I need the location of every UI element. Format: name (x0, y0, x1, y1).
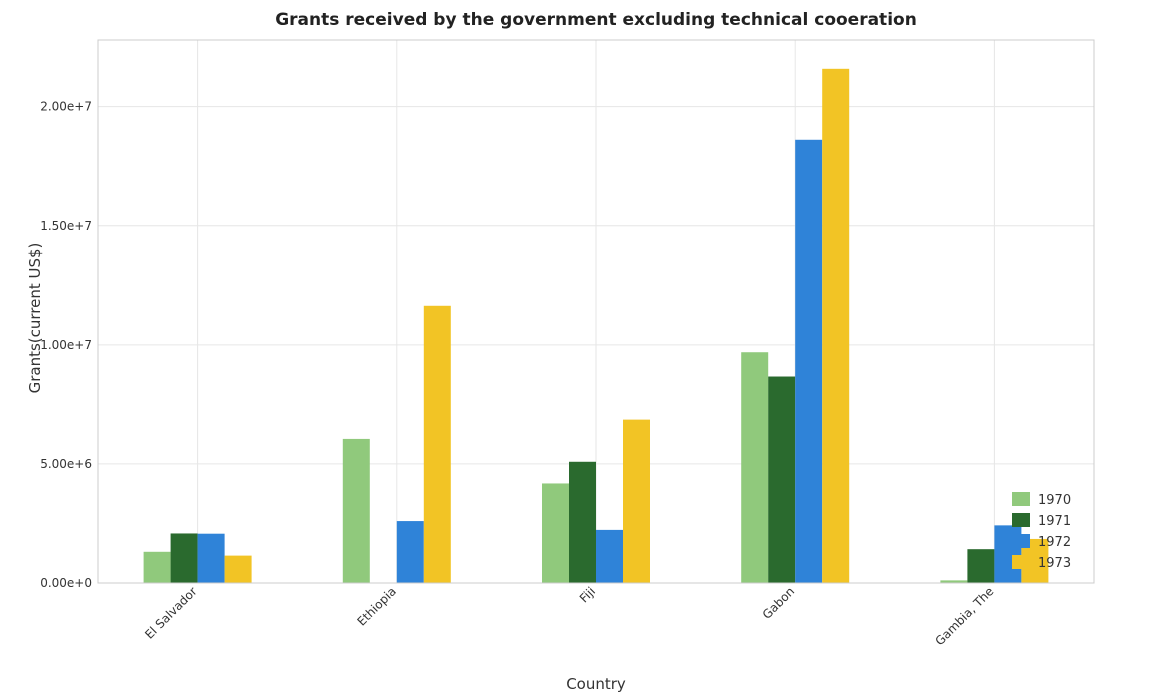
legend-label: 1970 (1038, 493, 1071, 508)
x-tick-label: Gambia, The (932, 584, 996, 648)
bar-1971-4 (967, 549, 995, 583)
bar-1971-2 (569, 461, 596, 583)
plot-frame (97, 39, 1095, 584)
y-tick-label: 5.00e+6 (40, 457, 92, 471)
y-tick-label: 2.00e+7 (40, 100, 92, 114)
legend-swatch (1012, 555, 1030, 569)
bars (143, 68, 1049, 584)
bar-1972-0 (197, 533, 225, 583)
bar-1972-1 (396, 521, 424, 583)
bar-1970-3 (741, 352, 769, 583)
y-axis-title: Grants(current US$) (26, 243, 44, 394)
chart-title: Grants received by the government exclud… (275, 10, 917, 30)
x-tick-label: El Salvador (142, 584, 200, 642)
x-axis-title: Country (566, 675, 626, 693)
bar-1973-3 (822, 68, 850, 583)
bar-1972-2 (596, 529, 623, 583)
legend-swatch (1012, 534, 1030, 548)
bar-1971-3 (768, 376, 796, 583)
bar-1970-0 (143, 551, 171, 583)
legend-label: 1972 (1038, 535, 1071, 550)
legend-label: 1973 (1038, 556, 1071, 571)
legend-swatch (1012, 492, 1030, 506)
bar-1972-3 (795, 139, 823, 584)
bar-1973-2 (623, 419, 650, 583)
legend-label: 1971 (1038, 514, 1071, 529)
bar-1973-1 (423, 305, 451, 583)
x-tick-label: Ethiopia (354, 584, 398, 628)
x-tick-label: Gabon (760, 584, 798, 622)
y-tick-label: 1.00e+7 (40, 338, 92, 352)
bar-1970-4 (940, 580, 968, 583)
bar-1971-0 (170, 533, 198, 583)
legend: 1970 1971 1972 1973 (1012, 492, 1071, 571)
legend-swatch (1012, 513, 1030, 527)
grid (98, 40, 1094, 584)
y-tick-label: 0.00e+0 (40, 576, 92, 590)
x-tick-label: Fiji (577, 584, 598, 605)
bar-1973-0 (224, 555, 252, 583)
bar-1970-1 (342, 438, 370, 583)
bar-1970-2 (542, 483, 569, 583)
y-tick-label: 1.50e+7 (40, 219, 92, 233)
